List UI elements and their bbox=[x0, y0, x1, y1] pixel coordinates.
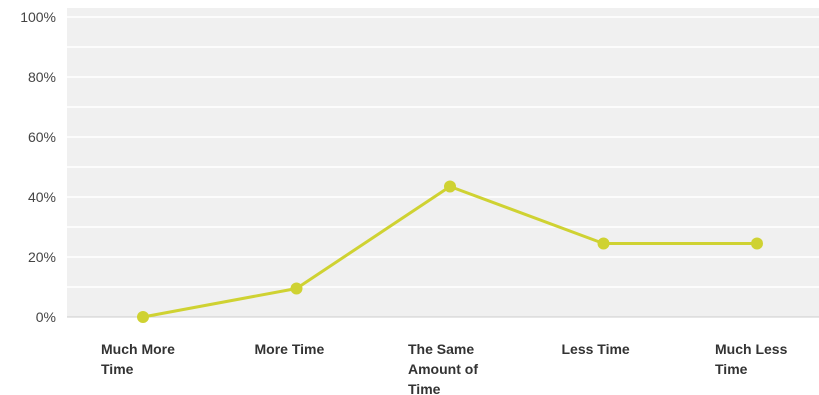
x-category-label-line: Time bbox=[715, 361, 748, 377]
x-category-label-line: Time bbox=[101, 361, 134, 377]
x-category-label: Less Time bbox=[562, 341, 630, 357]
y-tick-label: 20% bbox=[28, 249, 56, 265]
plot-background bbox=[67, 8, 819, 317]
x-category-label-line: Amount of bbox=[408, 361, 478, 377]
x-category-label: More Time bbox=[255, 341, 325, 357]
x-category-label-line: Much Less bbox=[715, 341, 788, 357]
y-tick-label: 80% bbox=[28, 69, 56, 85]
y-tick-label: 0% bbox=[36, 309, 56, 325]
x-category-label: Much More Time bbox=[101, 341, 175, 377]
x-category-label-line: The Same bbox=[408, 341, 474, 357]
y-tick-label: 40% bbox=[28, 189, 56, 205]
x-category-label-line: More Time bbox=[255, 341, 325, 357]
x-category-label-line: Less Time bbox=[562, 341, 630, 357]
y-tick-label: 100% bbox=[20, 9, 56, 25]
data-point bbox=[597, 237, 610, 250]
x-category-label: The Same Amount of Time bbox=[408, 341, 478, 395]
data-point bbox=[751, 237, 763, 250]
data-point bbox=[137, 311, 149, 323]
data-point bbox=[290, 282, 303, 295]
data-point bbox=[444, 180, 456, 193]
x-category-label-line: Time bbox=[408, 381, 441, 395]
x-category-label-line: Much More bbox=[101, 341, 175, 357]
x-category-label: Much Less Time bbox=[715, 341, 788, 377]
data-points bbox=[137, 180, 763, 323]
y-axis-tick-labels: 0% 20% 40% 60% 80% 100% bbox=[20, 9, 56, 325]
gridlines bbox=[67, 16, 819, 288]
y-tick-label: 60% bbox=[28, 129, 56, 145]
